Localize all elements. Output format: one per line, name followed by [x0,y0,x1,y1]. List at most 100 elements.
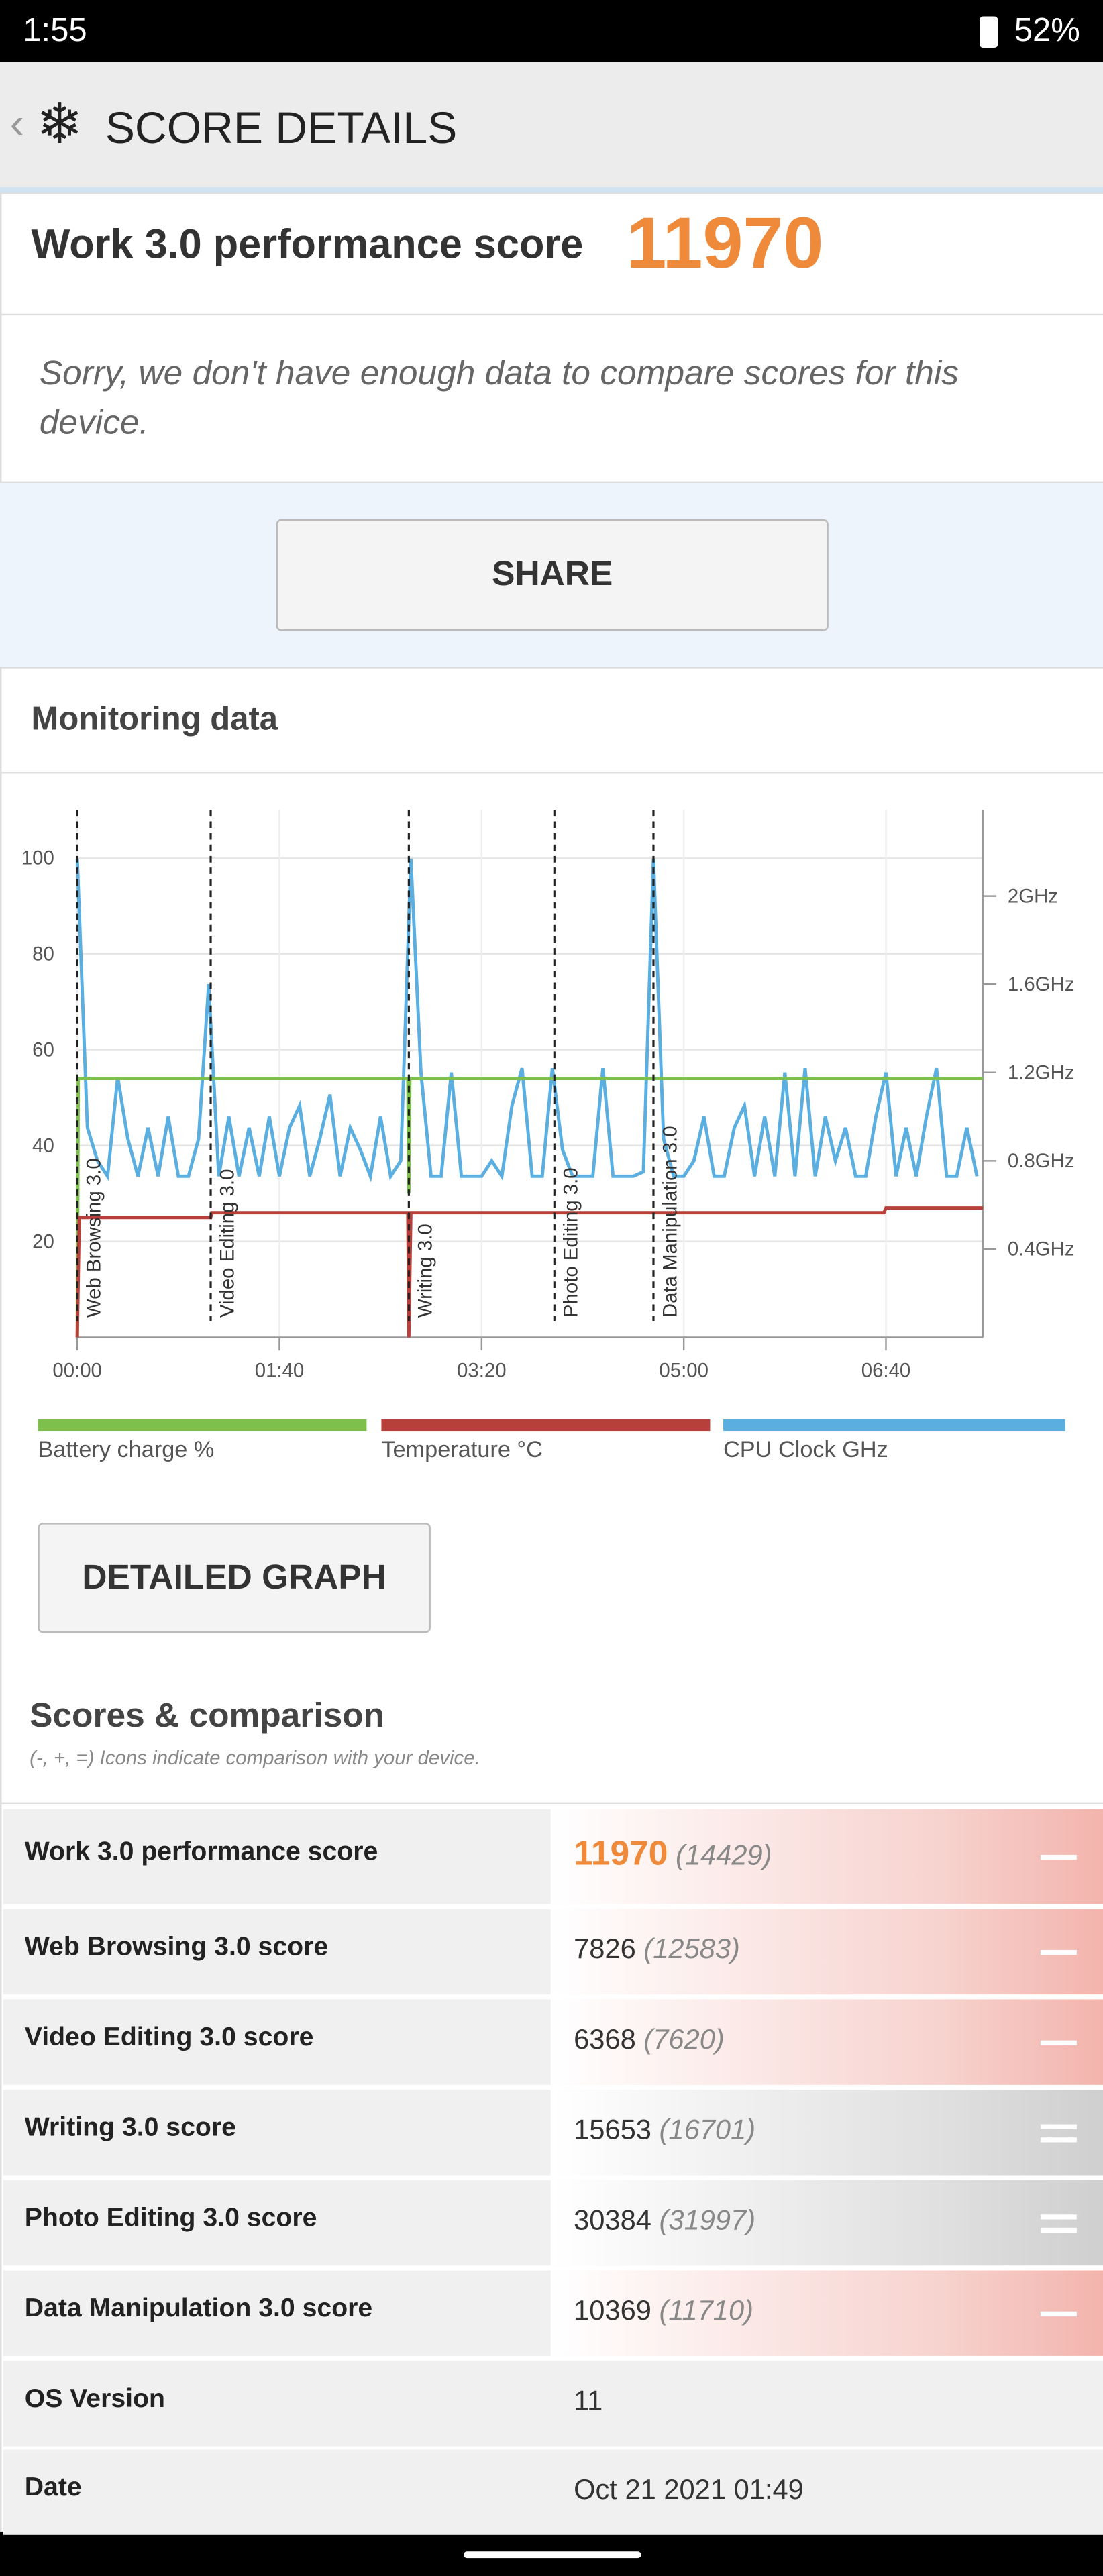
marker-label: Web Browsing 3.0 [83,1158,105,1318]
marker-label: Video Editing 3.0 [216,1169,238,1318]
minus-icon [1040,1949,1077,1955]
comparison: (14429) [675,1839,772,1872]
score: 6368 [574,2024,636,2055]
score-row: Writing 3.0 score 15653 (16701) [3,2090,1103,2176]
row-score: 11970 (14429) [574,1835,772,1875]
score: 11970 [574,1835,668,1873]
score: 30384 [574,2204,651,2237]
x-tick-label: 00:00 [52,1359,102,1381]
comparison: (31997) [659,2204,756,2237]
score-row: Photo Editing 3.0 score 30384 (31997) [3,2180,1103,2266]
equals-icon [1040,2137,1077,2143]
row-background [550,1999,1103,2085]
legend-label: Temperature °C [381,1437,542,1462]
score: 10369 [574,2295,651,2326]
row-name: Writing 3.0 score [24,2114,236,2143]
y-tick-label: 60 [32,1038,54,1061]
row-name: Web Browsing 3.0 score [24,1933,329,1962]
page-title: SCORE DETAILS [105,103,458,153]
score: 15653 [574,2114,651,2146]
legend-label: CPU Clock GHz [723,1437,888,1462]
row-value: Oct 21 2021 01:49 [574,2474,804,2506]
status-bar: 1:55 52% [0,0,1103,63]
divider [0,1802,1103,1805]
share-button[interactable]: SHARE [276,519,829,631]
legend-swatch [38,1419,367,1432]
y2-tick-label: 1.2GHz [1008,1062,1075,1084]
x-tick-label: 01:40 [255,1359,305,1381]
monitoring-title: Monitoring data [31,701,278,738]
info-row: OS Version 11 [3,2361,1103,2447]
row-score: 6368 (7620) [574,2024,725,2057]
app-header: ‹ ❄ SCORE DETAILS [0,62,1103,193]
message: Sorry, we don't have enough data to comp… [39,354,959,442]
row-background [550,2270,1103,2356]
info-row: Date Oct 21 2021 01:49 [3,2449,1103,2535]
legend-label: Battery charge % [38,1437,214,1462]
battery-icon [980,16,998,48]
back-button[interactable]: ‹ [9,98,24,148]
score-row: Web Browsing 3.0 score 7826 (12583) [3,1909,1103,1995]
plot-area [77,810,984,1338]
comparison: (11710) [659,2295,754,2326]
home-indicator[interactable] [463,2551,641,2559]
legend-swatch [723,1419,1065,1432]
row-background [550,2180,1103,2266]
score-value: 11970 [626,203,824,284]
scores-note: (-, +, =) Icons indicate comparison with… [30,1746,480,1770]
x-tick-label: 03:20 [457,1359,507,1381]
row-background [550,2090,1103,2176]
score: 7826 [574,1933,636,1966]
row-name: Photo Editing 3.0 score [24,2204,317,2233]
marker-label: Data Manipulation 3.0 [659,1126,681,1318]
row-name: Work 3.0 performance score [24,1838,378,1867]
score-row: Data Manipulation 3.0 score 10369 (11710) [3,2270,1103,2356]
score-label: Work 3.0 performance score [31,221,584,268]
x-tick-label: 05:00 [659,1359,708,1381]
nav-bar [0,2531,1103,2576]
y2-tick-label: 2GHz [1008,885,1058,907]
row-score: 30384 (31997) [574,2205,755,2238]
marker-label: Writing 3.0 [415,1224,437,1318]
time: 1:55 [23,13,87,50]
marker-label: Photo Editing 3.0 [560,1167,582,1318]
score-row: Video Editing 3.0 score 6368 (7620) [3,1999,1103,2085]
y-tick-label: 40 [32,1134,54,1157]
row-name: Date [24,2474,82,2502]
y2-tick-label: 0.4GHz [1008,1238,1075,1260]
detailed-graph-button[interactable]: DETAILED GRAPH [38,1523,431,1633]
equals-icon [1040,2227,1077,2233]
x-tick-label: 06:40 [861,1359,911,1381]
monitoring-chart: 20 40 60 80 100 0.4GHz 0.8GHz 1.2GHz 1.6GHz 2GHz 0… [21,810,1075,1462]
y-tick-label: 20 [32,1230,54,1252]
scores-title: Scores & comparison [30,1697,385,1735]
divider [1,313,1103,316]
row-background [550,1809,1103,1904]
row-name: Video Editing 3.0 score [24,2024,314,2052]
comparison: (16701) [659,2114,756,2146]
minus-icon [1040,2040,1077,2046]
logo: ❄ [36,93,83,156]
y2-tick-label: 1.6GHz [1008,973,1075,996]
row-name: OS Version [24,2385,165,2414]
row-name: Data Manipulation 3.0 score [24,2295,373,2323]
battery: 52% [1014,13,1080,50]
equals-icon [1040,2124,1077,2129]
comparison: (12583) [643,1933,740,1966]
y-tick-label: 80 [32,943,54,965]
score-card: Work 3.0 performance score 11970 Sorry, … [0,192,1103,484]
row-value: 11 [574,2385,603,2417]
row-score: 7826 (12583) [574,1933,740,1966]
score-row: Work 3.0 performance score 11970 (14429) [3,1809,1103,1904]
legend-swatch [381,1419,711,1432]
minus-icon [1040,2311,1077,2317]
comparison: (7620) [643,2024,725,2055]
row-score: 15653 (16701) [574,2114,755,2147]
series-line [75,858,979,1183]
row-background [550,1909,1103,1995]
y2-tick-label: 0.8GHz [1008,1150,1075,1172]
divider [1,772,1103,774]
row-score: 10369 (11710) [574,2295,753,2328]
